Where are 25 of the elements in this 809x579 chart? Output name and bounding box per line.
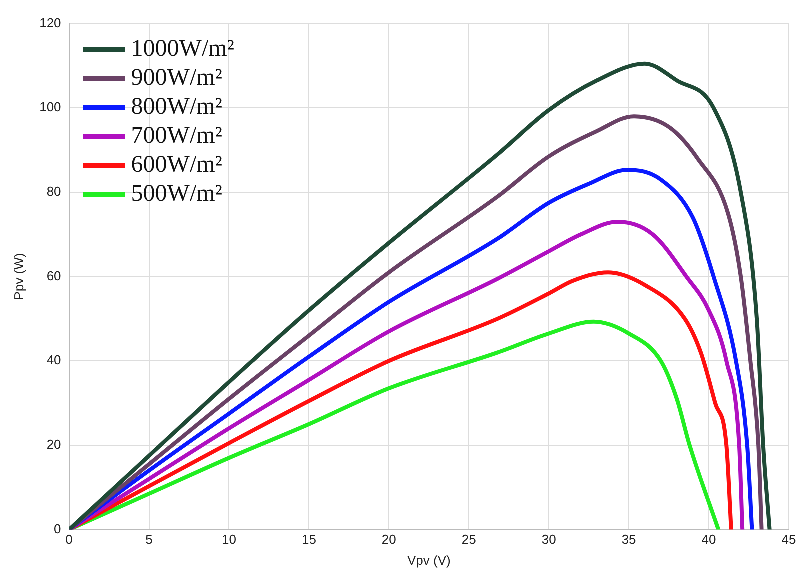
x-tick-label: 30 bbox=[542, 532, 556, 548]
y-axis-title: Ppv (W) bbox=[11, 253, 26, 300]
y-tick-label: 0 bbox=[54, 521, 62, 536]
y-tick-label: 100 bbox=[40, 100, 62, 115]
y-tick-label: 60 bbox=[46, 268, 62, 284]
x-tick-label: 10 bbox=[222, 532, 236, 548]
x-axis-title: Vpv (V) bbox=[407, 552, 451, 568]
y-tick-label: 40 bbox=[46, 352, 62, 368]
x-tick-label: 35 bbox=[622, 532, 636, 548]
legend-label: 800W/m² bbox=[131, 94, 222, 120]
x-tick-label: 5 bbox=[146, 532, 153, 548]
x-tick-label: 25 bbox=[462, 532, 476, 548]
y-tick-label: 120 bbox=[40, 15, 62, 30]
x-tick-label: 15 bbox=[302, 532, 316, 548]
legend-label: 1000W/m² bbox=[131, 36, 234, 62]
legend-label: 900W/m² bbox=[131, 65, 222, 92]
x-tick-label: 0 bbox=[66, 532, 73, 548]
x-tick-label: 40 bbox=[702, 532, 716, 548]
x-tick-label: 20 bbox=[382, 532, 396, 548]
x-tick-label: 45 bbox=[782, 532, 796, 548]
y-tick-label: 20 bbox=[46, 437, 62, 452]
y-tick-label: 80 bbox=[46, 184, 62, 200]
legend-label: 500W/m² bbox=[131, 181, 222, 208]
legend-label: 600W/m² bbox=[131, 152, 222, 178]
legend-label: 700W/m² bbox=[131, 123, 222, 150]
